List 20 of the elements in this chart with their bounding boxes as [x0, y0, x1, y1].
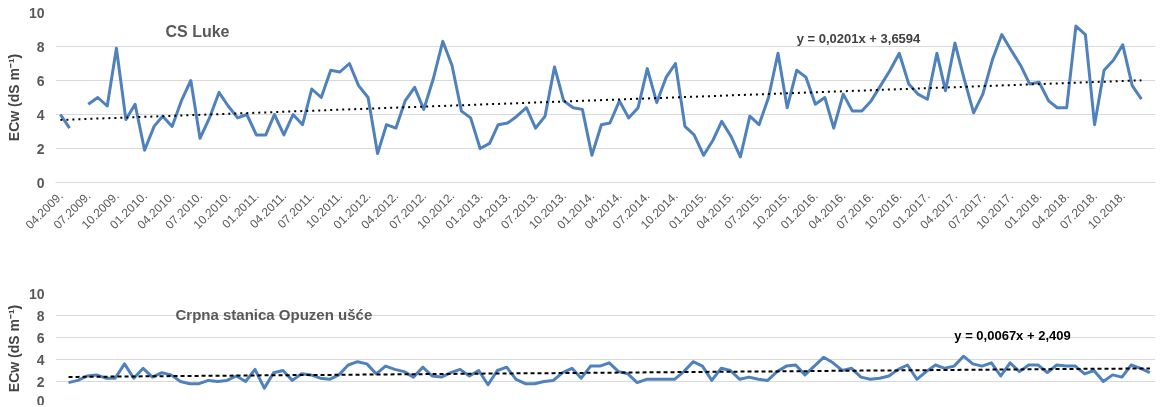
y-tick-label: 6: [36, 329, 45, 346]
y-tick-label: 4: [36, 351, 45, 368]
text: CS Luke: [165, 22, 230, 40]
y-tick-label: 4: [36, 106, 45, 123]
line-series: [67, 367, 1151, 378]
y-tick-label: 2: [36, 373, 45, 390]
y-tick-label: 0: [36, 174, 45, 191]
y-tick-label: 8: [36, 307, 45, 324]
y-tick-label: 0: [36, 392, 45, 407]
y-axis-title: ECw (dS m⁻¹): [5, 304, 22, 393]
text: Crpna stanica Opuzen ušće: [175, 305, 373, 323]
y-tick-label: 6: [36, 72, 45, 89]
y-tick-label: 10: [28, 4, 45, 21]
annotation: y = 0,0067x + 2,409: [954, 327, 1071, 343]
y-tick-label: 2: [36, 140, 45, 157]
y-tick-label: 8: [36, 38, 45, 55]
annotation: y = 0,0201x + 3,6594: [796, 30, 922, 46]
line-series: [67, 354, 1152, 390]
y-tick-label: 10: [28, 285, 45, 302]
y-axis-title: ECw (dS m⁻¹): [5, 53, 22, 142]
